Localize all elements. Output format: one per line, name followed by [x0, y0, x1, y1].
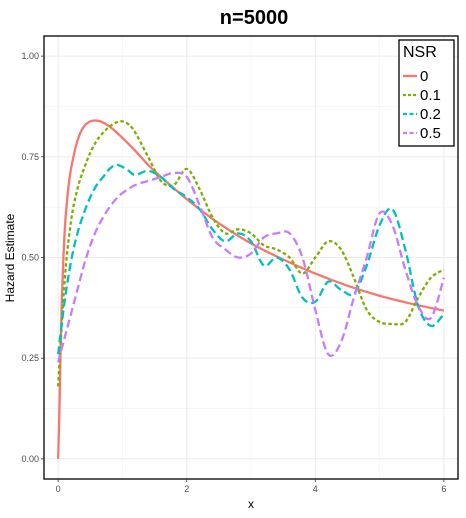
x-tick-label: 6	[441, 484, 446, 494]
series-layer	[56, 119, 445, 459]
legend-label-0: 0	[420, 68, 428, 85]
series-line-2	[56, 163, 445, 355]
legend-label-3: 0.5	[420, 125, 441, 142]
chart-title: n=5000	[220, 7, 288, 29]
y-tick-label: 0.50	[21, 253, 39, 263]
legend-box	[398, 39, 455, 147]
y-tick-label: 0.75	[21, 152, 39, 162]
x-tick-label: 4	[313, 484, 318, 494]
legend-label-2: 0.2	[420, 106, 441, 123]
legend: NSR 0 0.1 0.2 0.5	[398, 39, 455, 147]
y-tick-label: 1.00	[21, 51, 39, 61]
series-line-0	[56, 119, 445, 459]
x-tick-label: 2	[184, 484, 189, 494]
legend-label-1: 0.1	[420, 87, 441, 104]
x-axis-title: x	[248, 497, 254, 511]
series-line-1	[56, 120, 445, 387]
x-axis: 0 2 4 6	[56, 479, 446, 494]
legend-title: NSR	[403, 44, 437, 61]
y-axis-title: Hazard Estimate	[3, 213, 17, 302]
y-tick-label: 0.25	[21, 353, 39, 363]
y-tick-label: 0.00	[21, 454, 39, 464]
y-axis: 0.00 0.25 0.50 0.75 1.00	[21, 51, 44, 464]
x-tick-label: 0	[56, 484, 61, 494]
series-line-3	[57, 171, 445, 363]
